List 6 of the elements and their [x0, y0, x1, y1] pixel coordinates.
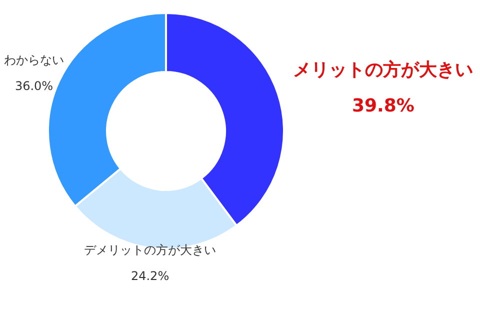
- data-label: 36.0%: [14, 79, 54, 94]
- slice-label: わからない: [4, 53, 64, 68]
- slice-label: メリットの方が大きい: [293, 59, 474, 80]
- data-label: 24.2%: [130, 269, 170, 284]
- slice-label: デメリットの方が大きい: [84, 243, 216, 258]
- data-label: 39.8%: [352, 95, 414, 116]
